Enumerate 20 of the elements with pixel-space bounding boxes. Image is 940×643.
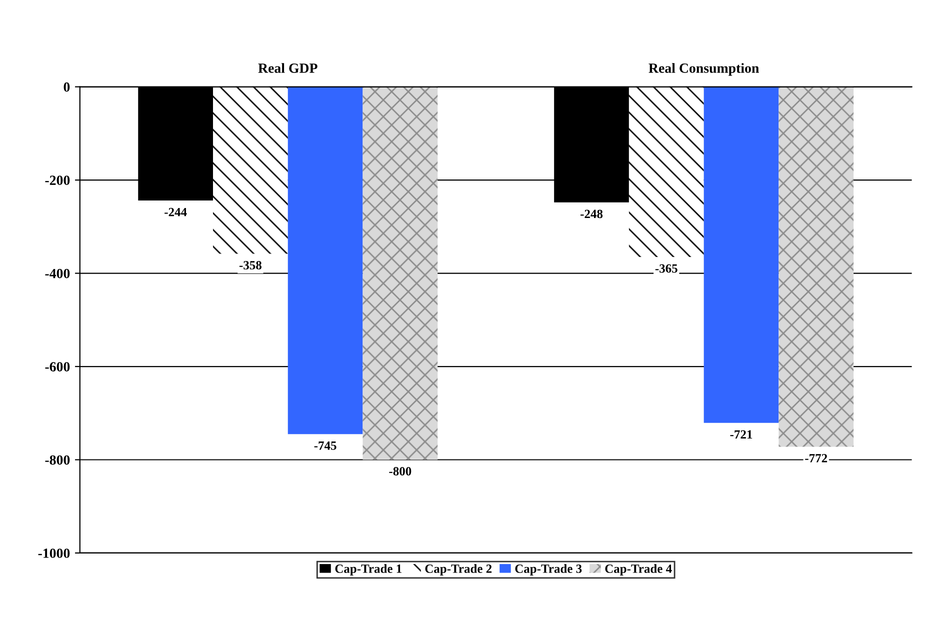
y-tick-label: -600 [45,362,70,372]
data-label: -244 [164,208,187,216]
x-tick-label: Real GDP [258,63,318,73]
data-label: -365 [655,264,678,273]
y-tick-label: -1000 [38,548,70,558]
x-tick-label: Real Consumption [648,63,759,76]
data-label: -800 [389,467,412,476]
legend-label: Cap-Trade 3 [515,564,582,576]
y-tick-label: -400 [45,268,70,278]
legend-label: Cap-Trade 1 [335,564,402,576]
y-tick-label: -800 [45,455,70,465]
data-label: -772 [805,454,828,462]
y-tick-label: -200 [45,176,70,185]
data-label: -745 [314,441,336,450]
data-label: -721 [730,430,752,439]
data-label: -248 [580,210,603,218]
legend-label: Cap-Trade 2 [425,564,492,576]
legend-label: Cap-Trade 4 [605,564,672,576]
data-label: -358 [239,261,262,270]
y-tick-label: 0 [64,82,70,92]
